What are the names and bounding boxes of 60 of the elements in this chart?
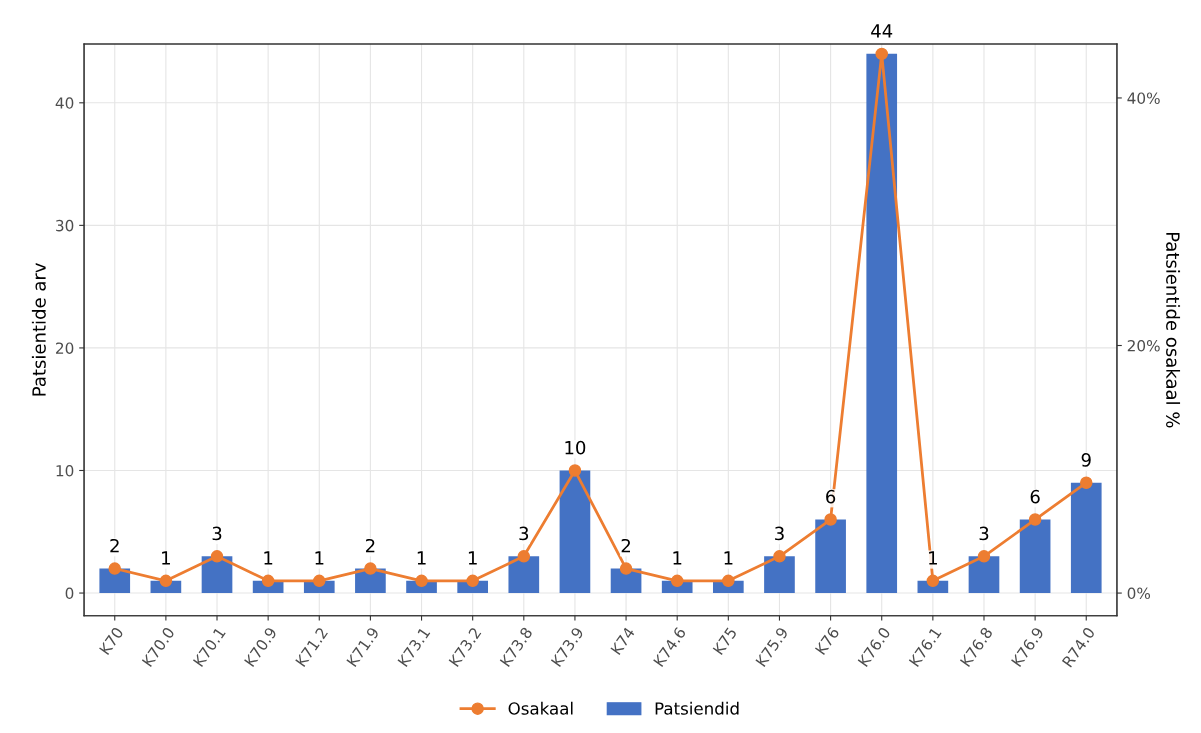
y2-tick-label: 20% (1127, 339, 1160, 352)
point (619, 562, 633, 575)
y-axis-title: Patsientide arv (31, 263, 46, 396)
point (773, 550, 786, 563)
data-label: 1 (417, 551, 426, 565)
point (977, 550, 991, 563)
point (517, 550, 531, 563)
data-label: 6 (826, 489, 836, 504)
bar (1019, 519, 1051, 594)
data-label: 6 (1030, 489, 1040, 504)
bar (866, 53, 898, 594)
y-tick-label: 20 (56, 342, 74, 354)
bar (508, 556, 540, 594)
point (210, 550, 224, 563)
bar (764, 556, 795, 594)
data-label: 1 (673, 551, 682, 565)
point (159, 574, 173, 588)
y2-tick-label: 40% (1127, 92, 1160, 104)
data-label: 3 (979, 526, 989, 541)
data-label: 1 (315, 551, 324, 565)
point (108, 562, 121, 575)
legend-label: Osakaal (508, 701, 573, 715)
point (313, 574, 326, 588)
y-tick-label: 40 (55, 97, 74, 109)
y-tick-label: 10 (56, 464, 74, 477)
data-label: 1 (929, 551, 937, 565)
point (415, 574, 428, 588)
bar (815, 519, 846, 594)
bar (968, 556, 1000, 594)
point (568, 464, 582, 477)
point (926, 574, 940, 588)
legend-label: Patsiendid (655, 701, 739, 715)
data-label: 3 (519, 526, 529, 541)
data-label: 9 (1081, 453, 1091, 467)
y2-axis-title: Patsientide osakaal % (1166, 232, 1181, 428)
bar (1070, 482, 1102, 594)
data-label: 1 (724, 551, 733, 565)
point (364, 562, 377, 575)
data-label: 10 (565, 440, 586, 455)
point (875, 47, 888, 61)
point (1028, 513, 1042, 526)
point (1080, 476, 1093, 490)
data-label: 1 (264, 551, 273, 565)
y-tick-label: 0 (65, 587, 74, 600)
data-label: 2 (365, 538, 375, 553)
point (466, 574, 479, 588)
point (670, 574, 684, 588)
point (722, 574, 735, 588)
y2-tick-label: 0% (1127, 587, 1151, 600)
data-label: 1 (162, 551, 170, 565)
point (261, 574, 275, 588)
data-label: 2 (110, 538, 119, 553)
data-label: 1 (468, 551, 477, 565)
data-label: 3 (775, 526, 784, 541)
point (824, 513, 837, 526)
data-label: 44 (871, 24, 893, 38)
data-label: 2 (621, 538, 630, 553)
bar (559, 470, 591, 594)
data-label: 3 (212, 526, 222, 541)
y-tick-label: 30 (56, 219, 74, 232)
